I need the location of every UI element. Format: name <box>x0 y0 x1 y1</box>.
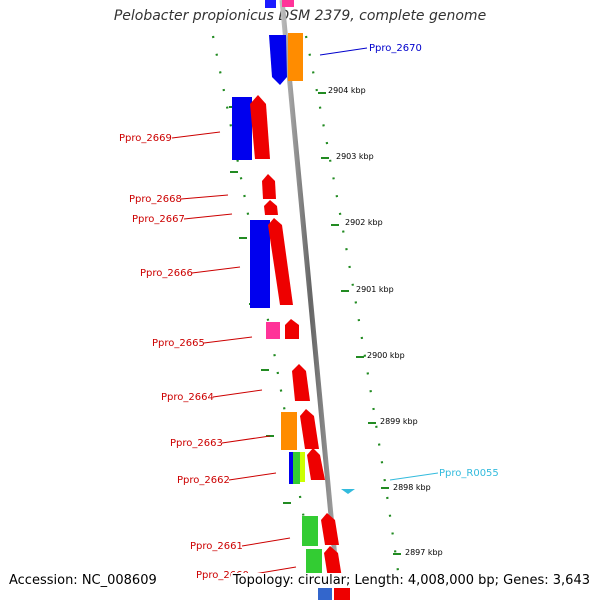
kbp-label: 2904 kbp <box>328 86 366 95</box>
gene-label-ppro-2670: Ppro_2670 <box>369 43 422 54</box>
gene-ppro-2666-blue <box>250 220 270 308</box>
gene-ppro-r0055 <box>341 489 355 494</box>
kbp-label: 2902 kbp <box>345 218 383 227</box>
gene-label-ppro-2668: Ppro_2668 <box>129 194 182 205</box>
gene-label-ppro-r0055: Ppro_R0055 <box>439 468 499 479</box>
kbp-label: 2903 kbp <box>336 152 374 161</box>
gene-label-ppro-2661: Ppro_2661 <box>190 541 243 552</box>
gene-ppro-2663 <box>281 412 297 450</box>
gene-ppro-2660 <box>306 549 322 579</box>
gene-ppro-2661 <box>302 516 318 546</box>
gene-ppro-2668 <box>262 174 276 199</box>
accession-text: Accession: NC_008609 <box>9 573 157 588</box>
genome-backbone <box>279 0 342 600</box>
outer-tick-ring <box>304 35 404 600</box>
gene-label-ppro-2667: Ppro_2667 <box>132 214 185 225</box>
gene-blue-top-partial <box>265 0 276 8</box>
kbp-label: 2901 kbp <box>356 285 394 294</box>
gene-ppro-2666 <box>268 218 293 305</box>
kbp-label: 2899 kbp <box>380 417 418 426</box>
gene-label-ppro-2660: Ppro_2660 <box>196 570 249 581</box>
gene-label-ppro-2665: Ppro_2665 <box>152 338 205 349</box>
topology-text: Topology: circular; Length: 4,008,000 bp… <box>230 573 590 588</box>
gene-red-2662b <box>307 448 325 480</box>
gene-leader-lines <box>171 47 439 576</box>
gene-label-ppro-2663: Ppro_2663 <box>170 438 223 449</box>
gene-label-ppro-2662: Ppro_2662 <box>177 475 230 486</box>
kbp-label: 2897 kbp <box>405 548 443 557</box>
gene-label-ppro-2669: Ppro_2669 <box>119 133 172 144</box>
gene-blue-bottom-partial <box>318 586 332 600</box>
gene-ppro-2662 <box>293 452 300 484</box>
gene-ppro-2670 <box>269 35 287 85</box>
gene-label-ppro-2664: Ppro_2664 <box>161 392 214 403</box>
gene-ppro-2662-yellow <box>300 452 305 482</box>
gene-red-2661b <box>321 513 339 545</box>
map-title: Pelobacter propionicus DSM 2379, complet… <box>113 8 487 24</box>
gene-red-2663b <box>300 409 319 449</box>
gene-ppro-2664 <box>292 364 310 401</box>
gene-red-2669b <box>250 95 270 159</box>
gene-ppro-2662-blue <box>289 452 293 484</box>
gene-red-bottom-partial <box>334 586 350 600</box>
gene-orange-top <box>288 33 303 81</box>
gene-label-ppro-2666: Ppro_2666 <box>140 268 193 279</box>
kbp-label: 2900 kbp <box>367 351 405 360</box>
gene-ppro-2665 <box>266 322 280 339</box>
gene-red-2665b <box>285 319 299 339</box>
kbp-label: 2898 kbp <box>393 483 431 492</box>
gene-red-2660b <box>324 546 342 578</box>
gene-ppro-2669 <box>232 97 252 160</box>
gene-ppro-2667 <box>264 200 278 215</box>
gene-pink-top-partial <box>282 0 294 7</box>
